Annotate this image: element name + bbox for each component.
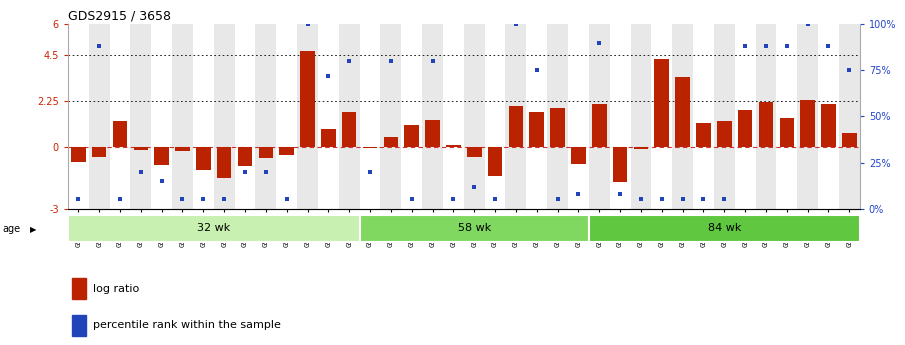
Text: log ratio: log ratio — [92, 284, 139, 294]
Bar — [675, 78, 690, 147]
Text: age: age — [3, 224, 21, 234]
Bar — [234, 24, 255, 209]
Bar — [842, 133, 857, 147]
Text: GDS2915 / 3658: GDS2915 / 3658 — [68, 10, 171, 23]
Bar — [238, 147, 252, 166]
Text: percentile rank within the sample: percentile rank within the sample — [92, 320, 281, 330]
Bar — [401, 24, 422, 209]
Bar — [300, 51, 315, 147]
Bar — [359, 24, 380, 209]
Bar — [321, 129, 336, 147]
Bar — [384, 137, 398, 147]
Bar — [821, 104, 836, 147]
Bar — [91, 147, 107, 157]
Bar — [318, 24, 338, 209]
Bar — [548, 24, 568, 209]
Bar — [485, 24, 506, 209]
Bar — [217, 147, 232, 178]
Bar — [280, 147, 294, 155]
Bar — [779, 118, 794, 147]
Bar — [405, 125, 419, 147]
Bar — [71, 147, 86, 161]
Text: ▶: ▶ — [30, 225, 36, 234]
Bar — [509, 106, 523, 147]
Bar — [68, 215, 359, 242]
Bar — [425, 119, 440, 147]
Bar — [756, 24, 776, 209]
Bar — [255, 24, 276, 209]
Bar — [776, 24, 797, 209]
Bar — [735, 24, 756, 209]
Bar — [155, 147, 169, 165]
Bar — [446, 145, 461, 147]
Bar — [338, 24, 359, 209]
Bar — [89, 24, 110, 209]
Bar — [652, 24, 672, 209]
Bar — [134, 147, 148, 150]
Bar — [276, 24, 297, 209]
Bar — [68, 24, 89, 209]
Bar — [654, 59, 669, 147]
Text: 84 wk: 84 wk — [708, 223, 741, 233]
Bar — [693, 24, 714, 209]
Bar — [758, 102, 773, 147]
Bar — [151, 24, 172, 209]
Bar — [110, 24, 130, 209]
Bar — [130, 24, 151, 209]
Bar — [631, 24, 652, 209]
Bar — [359, 215, 589, 242]
Bar — [176, 147, 190, 151]
Bar — [342, 112, 357, 147]
Bar — [422, 24, 443, 209]
Bar — [589, 24, 610, 209]
Bar — [467, 147, 481, 157]
Bar — [800, 100, 814, 147]
Bar — [818, 24, 839, 209]
Bar — [592, 104, 606, 147]
Bar — [214, 24, 234, 209]
Bar — [463, 24, 485, 209]
Bar — [696, 122, 710, 147]
Bar — [506, 24, 527, 209]
Bar — [529, 112, 544, 147]
Bar — [714, 24, 735, 209]
Text: 32 wk: 32 wk — [197, 223, 231, 233]
Bar — [839, 24, 860, 209]
Bar — [589, 215, 860, 242]
Bar — [443, 24, 463, 209]
Bar — [610, 24, 631, 209]
Bar — [738, 110, 752, 147]
Bar — [72, 315, 86, 336]
Bar — [72, 278, 86, 299]
Bar — [568, 24, 589, 209]
Bar — [571, 147, 586, 164]
Text: 58 wk: 58 wk — [458, 223, 491, 233]
Bar — [380, 24, 401, 209]
Bar — [297, 24, 318, 209]
Bar — [363, 147, 377, 148]
Bar — [113, 120, 128, 147]
Bar — [172, 24, 193, 209]
Bar — [193, 24, 214, 209]
Bar — [259, 147, 273, 158]
Bar — [550, 108, 565, 147]
Bar — [634, 147, 648, 149]
Bar — [672, 24, 693, 209]
Bar — [196, 147, 211, 170]
Bar — [527, 24, 548, 209]
Bar — [797, 24, 818, 209]
Bar — [613, 147, 627, 182]
Bar — [488, 147, 502, 176]
Bar — [717, 120, 731, 147]
